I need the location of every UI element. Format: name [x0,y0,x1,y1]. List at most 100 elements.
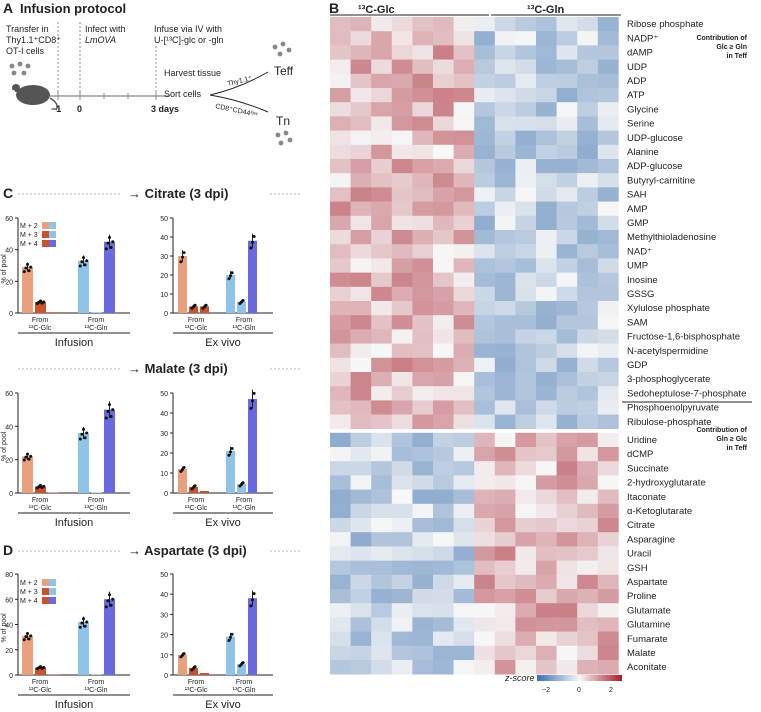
tick-0: 0 [77,104,82,114]
heatmap-cell [515,173,537,188]
heatmap-cell [330,603,351,618]
bar [248,240,257,313]
heatmap-cell [474,45,496,60]
data-point [104,605,108,609]
heatmap-cell [412,230,434,245]
heatmap-cell [474,301,496,316]
heatmap-cell [597,357,619,373]
y-tick-label: 10 [160,653,168,660]
heatmap-cell [577,631,599,647]
data-point [26,452,29,456]
heatmap-cell [412,258,434,273]
heatmap-cell [330,660,351,675]
heatmap-cell [474,560,496,576]
heatmap-cell [412,645,434,661]
heatmap-cell [350,258,372,273]
heatmap-cell [350,301,372,316]
heatmap-cell [577,329,599,344]
heatmap-cell [494,475,516,490]
data-point [27,637,31,641]
heatmap-cell [371,560,393,576]
group-label-from: From [188,679,205,686]
heatmap-cell [330,244,351,259]
heatmap-cell [412,560,434,576]
heatmap-cell [556,518,578,533]
group-label-from: From [236,679,253,686]
data-point [249,246,253,250]
heatmap-cell [350,88,372,103]
heatmap-cell [412,144,434,160]
zscore-tick-pos: 2 [609,687,613,694]
bar [237,301,246,313]
heatmap-cell [494,329,516,344]
group-label-from: From [188,497,205,504]
heatmap-cell [556,187,578,202]
heatmap-cell [350,546,372,561]
heatmap-cell [371,546,393,561]
data-point [85,620,89,624]
heatmap-cell [371,315,393,330]
heatmap-cell [330,372,351,387]
heatmap-cell [412,159,434,174]
y-axis-label: % of pool [1,254,8,284]
heatmap-cell [536,116,557,131]
heatmap-cell [433,574,454,590]
heatmap-cell [391,518,413,533]
step3-line2: U-[¹³C]-glc or -gln [154,35,224,45]
heatmap-cell [330,59,351,75]
heatmap-cell [350,187,372,202]
heatmap-cell [577,31,599,46]
heatmap-cell [474,272,496,288]
heatmap-cell [494,447,516,462]
heatmap-cell [453,461,475,476]
legend-swatch-glc [42,240,49,247]
heatmap-cell [391,59,413,75]
heatmap-cell [391,315,413,330]
heatmap-cell [350,617,372,632]
heatmap-cell [577,315,599,330]
heatmap-cell [453,173,475,188]
heatmap-cell [412,432,434,448]
data-point [42,484,46,488]
heatmap-cell [371,400,393,415]
heatmap-cell [453,372,475,387]
heatmap-cell [577,432,599,448]
heatmap-cell [371,73,393,89]
heatmap-cell [453,31,475,46]
bar [248,598,257,675]
data-point [230,271,234,275]
heatmap-cell [474,447,496,462]
heatmap-cell [494,589,516,604]
y-axis-label: % of pool [1,431,8,461]
heatmap-cell [412,215,434,231]
heatmap-cell [597,17,619,32]
heatmap-cell [371,475,393,490]
data-point [111,597,115,601]
data-point [104,416,108,420]
group-label-tracer: ¹³C-Gln [85,505,108,512]
heatmap-cell [330,315,351,330]
heatmap-cell [350,631,372,647]
heatmap-cell [433,372,454,387]
heatmap-cell [371,187,393,202]
heatmap-cell [556,130,578,146]
heatmap-cell [494,59,516,75]
data-point [193,484,197,488]
zscore-tick-neg: −2 [542,687,550,694]
heatmap-cell [515,31,537,46]
heatmap-cell [330,475,351,490]
heatmap-cell [577,617,599,632]
heatmap-cell [536,258,557,273]
heatmap-cell [371,59,393,75]
heatmap-cell [433,645,454,661]
heatmap-cell [577,589,599,604]
heatmap-cell [433,45,454,60]
data-point [109,245,113,249]
heatmap-cell [371,645,393,661]
heatmap-cell [474,144,496,160]
heatmap-cell [474,660,496,675]
heatmap-cell [474,130,496,146]
heatmap-row-label: Alanine [627,147,659,158]
legend-swatch-gln [49,579,56,586]
